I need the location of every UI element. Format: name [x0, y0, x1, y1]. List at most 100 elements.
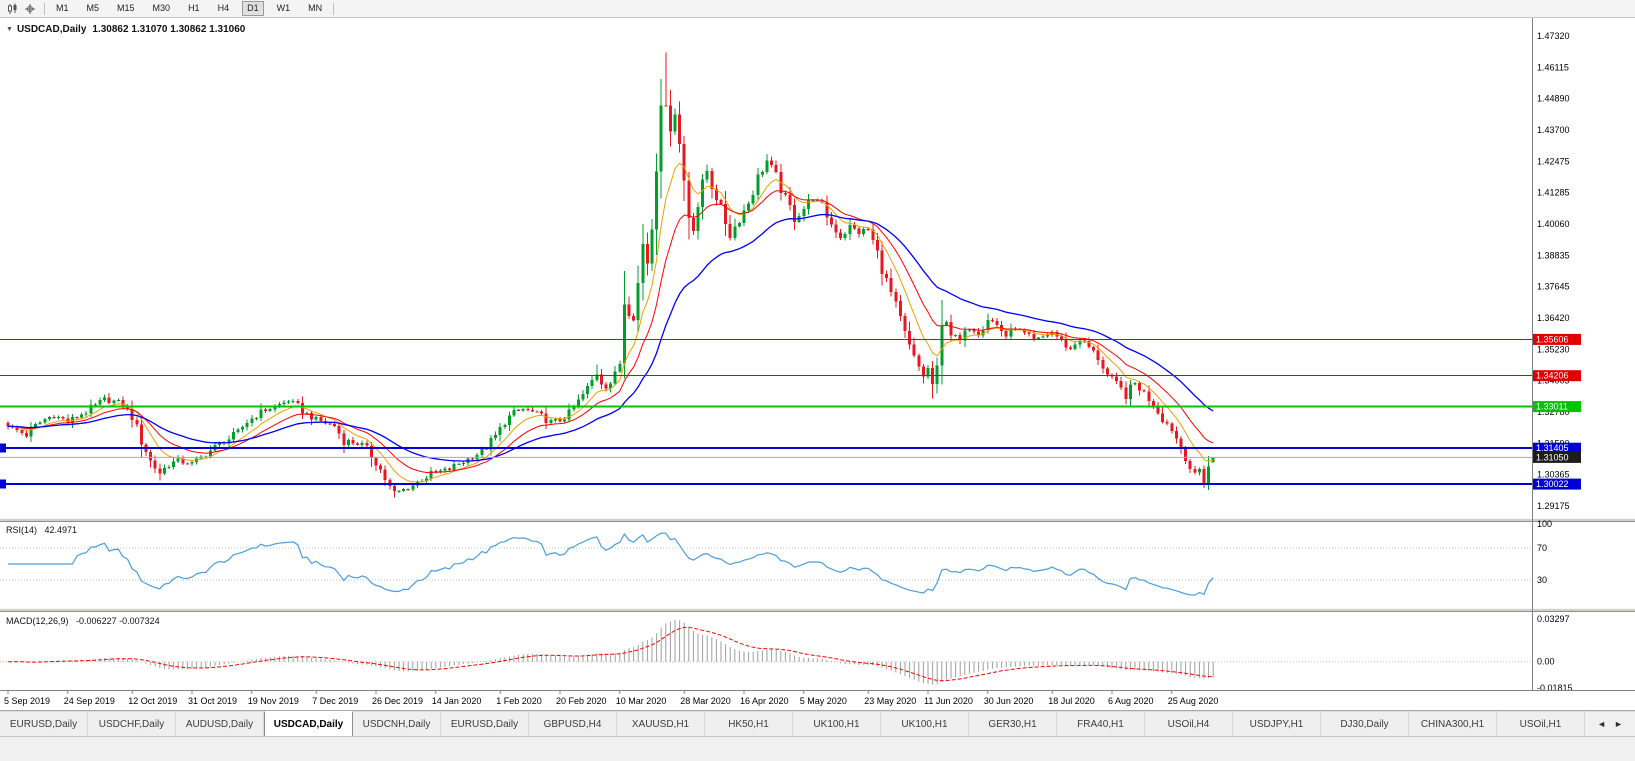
- timeframe-button-mn[interactable]: MN: [308, 3, 323, 13]
- current-price-tag: [1533, 451, 1581, 463]
- svg-text:0.00: 0.00: [1537, 657, 1555, 667]
- pane-splitter[interactable]: [0, 518, 1635, 522]
- chart-tab-usoil-h1[interactable]: USOil,H1: [1497, 711, 1585, 736]
- chart-tab-ger30-h1[interactable]: GER30,H1: [969, 711, 1057, 736]
- svg-text:1.40060: 1.40060: [1537, 219, 1570, 229]
- chart-canvas[interactable]: 1.47320 1.46115 1.44890 1.43700 1.42475 1.412…: [0, 18, 1635, 710]
- ma-slow-line: [7, 213, 1214, 462]
- svg-text:28 Mar 2020: 28 Mar 2020: [680, 696, 731, 706]
- chart-tab-hk50-h1[interactable]: HK50,H1: [705, 711, 793, 736]
- svg-text:1.41285: 1.41285: [1537, 188, 1570, 198]
- tab-scroll-arrows: ◄ ►: [1585, 711, 1635, 736]
- chart-tabs: EURUSD,Daily USDCHF,Daily AUDUSD,Daily USDC…: [0, 711, 1585, 736]
- macd-name: MACD(12,26,9): [6, 616, 69, 626]
- tab-scroll-right-button[interactable]: ►: [1614, 719, 1623, 729]
- svg-text:100: 100: [1537, 519, 1552, 529]
- svg-text:-0.01815: -0.01815: [1537, 683, 1573, 693]
- svg-text:30 Jun 2020: 30 Jun 2020: [984, 696, 1034, 706]
- svg-text:1.35606: 1.35606: [1536, 334, 1569, 344]
- svg-text:10 Mar 2020: 10 Mar 2020: [616, 696, 667, 706]
- macd-signal-line: [8, 626, 1214, 682]
- svg-text:12 Oct 2019: 12 Oct 2019: [128, 696, 177, 706]
- svg-text:11 Jun 2020: 11 Jun 2020: [924, 696, 973, 706]
- chart-tab-audusd-daily[interactable]: AUDUSD,Daily: [176, 711, 264, 736]
- svg-text:1.46115: 1.46115: [1537, 62, 1569, 72]
- timeframe-button-w1[interactable]: W1: [276, 3, 291, 13]
- svg-text:19 Nov 2019: 19 Nov 2019: [248, 696, 299, 706]
- chart-tab-uk100-h1[interactable]: UK100,H1: [793, 711, 881, 736]
- svg-text:1.43700: 1.43700: [1537, 125, 1570, 135]
- svg-text:1.30022: 1.30022: [1536, 479, 1569, 489]
- tab-scroll-left-button[interactable]: ◄: [1597, 719, 1606, 729]
- rsi-current-value: 42.4971: [44, 525, 78, 535]
- rsi-indicator-label: RSI(14) 42.4971: [6, 525, 77, 535]
- svg-text:1.31050: 1.31050: [1536, 452, 1569, 462]
- chart-tab-gbpusd-h4[interactable]: GBPUSD,H4: [529, 711, 617, 736]
- svg-text:25 Aug 2020: 25 Aug 2020: [1168, 696, 1219, 706]
- timeframe-button-m15[interactable]: M15: [117, 3, 135, 13]
- chart-tab-usoil-h4[interactable]: USOil,H4: [1145, 711, 1233, 736]
- svg-text:16 Apr 2020: 16 Apr 2020: [740, 696, 789, 706]
- svg-text:1 Feb 2020: 1 Feb 2020: [496, 696, 542, 706]
- svg-text:18 Jul 2020: 18 Jul 2020: [1048, 696, 1095, 706]
- svg-text:1.31405: 1.31405: [1536, 443, 1569, 453]
- toolbar-separator: [333, 2, 335, 15]
- rsi-line: [8, 532, 1214, 596]
- svg-text:1.47320: 1.47320: [1537, 31, 1570, 41]
- chart-tab-uk100-h1[interactable]: UK100,H1: [881, 711, 969, 736]
- macd-current-values: -0.006227 -0.007324: [76, 616, 160, 626]
- svg-text:70: 70: [1537, 543, 1547, 553]
- chart-tab-bar: EURUSD,Daily USDCHF,Daily AUDUSD,Daily USDC…: [0, 710, 1635, 736]
- timeframe-button-h1[interactable]: H1: [188, 3, 200, 13]
- chart-tab-xauusd-h1[interactable]: XAUUSD,H1: [617, 711, 705, 736]
- svg-text:0.03297: 0.03297: [1537, 614, 1570, 624]
- svg-text:1.38835: 1.38835: [1537, 250, 1570, 260]
- timeframe-button-d1[interactable]: D1: [242, 1, 264, 16]
- ma-medium-line: [7, 190, 1214, 474]
- svg-text:1.36420: 1.36420: [1537, 313, 1570, 323]
- svg-text:7 Dec 2019: 7 Dec 2019: [312, 696, 358, 706]
- timeframe-button-h4[interactable]: H4: [217, 3, 230, 13]
- svg-text:26 Dec 2019: 26 Dec 2019: [372, 696, 423, 706]
- chart-tab-usdcnh-daily[interactable]: USDCNH,Daily: [353, 711, 441, 736]
- rsi-name: RSI(14): [6, 525, 38, 535]
- chart-tab-usdchf-daily[interactable]: USDCHF,Daily: [88, 711, 176, 736]
- chart-symbol-label: USDCAD,Daily: [16, 24, 87, 35]
- svg-text:1.33011: 1.33011: [1536, 402, 1568, 412]
- chart-tab-usdjpy-h1[interactable]: USDJPY,H1: [1233, 711, 1321, 736]
- chart-tab-eurusd-daily[interactable]: EURUSD,Daily: [0, 711, 88, 736]
- svg-text:30: 30: [1537, 575, 1547, 585]
- pane-splitter[interactable]: [0, 608, 1635, 612]
- svg-text:5 Sep 2019: 5 Sep 2019: [4, 696, 50, 706]
- svg-text:31 Oct 2019: 31 Oct 2019: [188, 696, 237, 706]
- chart-tab-usdcad-daily[interactable]: USDCAD,Daily: [264, 711, 353, 736]
- top-toolbar: M1 M5 M15 M30 H1 H4 D1 W1 MN: [0, 0, 1635, 18]
- svg-text:5 May 2020: 5 May 2020: [800, 696, 847, 706]
- collapse-arrow-icon[interactable]: ▼: [6, 26, 13, 33]
- chart-tab-eurusd-daily[interactable]: EURUSD,Daily: [441, 711, 529, 736]
- time-axis[interactable]: 5 Sep 2019 24 Sep 2019 12 Oct 2019 31 Oct 2…: [0, 690, 1635, 706]
- candlestick-chart-icon[interactable]: [4, 2, 21, 16]
- svg-text:1.42475: 1.42475: [1537, 156, 1570, 166]
- timeframe-button-m5[interactable]: M5: [86, 3, 100, 13]
- chart-tab-china300-h1[interactable]: CHINA300,H1: [1409, 711, 1497, 736]
- svg-text:1.30365: 1.30365: [1537, 470, 1570, 480]
- macd-histogram: [12, 619, 1214, 685]
- chart-title: ▼ USDCAD,Daily 1.30862 1.31070 1.30862 1…: [6, 24, 245, 35]
- svg-text:1.44890: 1.44890: [1537, 94, 1570, 104]
- horizontal-level-lines[interactable]: [0, 338, 1532, 489]
- price-axis[interactable]: 1.47320 1.46115 1.44890 1.43700 1.42475 1.412…: [1532, 18, 1573, 693]
- timeframe-button-m1[interactable]: M1: [56, 3, 69, 13]
- timeframe-button-m30[interactable]: M30: [152, 3, 171, 13]
- timeframe-button-group: M1 M5 M15 M30 H1 H4 D1 W1 MN: [51, 1, 327, 16]
- svg-text:6 Aug 2020: 6 Aug 2020: [1108, 696, 1154, 706]
- svg-text:20 Feb 2020: 20 Feb 2020: [556, 696, 607, 706]
- macd-indicator-label: MACD(12,26,9) -0.006227 -0.007324: [6, 616, 160, 626]
- svg-text:1.37645: 1.37645: [1537, 282, 1570, 292]
- chart-tab-dj30-daily[interactable]: DJ30,Daily: [1321, 711, 1409, 736]
- crosshair-icon[interactable]: [21, 2, 38, 16]
- chart-ohlc-values: 1.30862 1.31070 1.30862 1.31060: [92, 24, 246, 35]
- svg-text:1.34206: 1.34206: [1536, 371, 1569, 381]
- status-bar: [0, 736, 1635, 761]
- chart-tab-fra40-h1[interactable]: FRA40,H1: [1057, 711, 1145, 736]
